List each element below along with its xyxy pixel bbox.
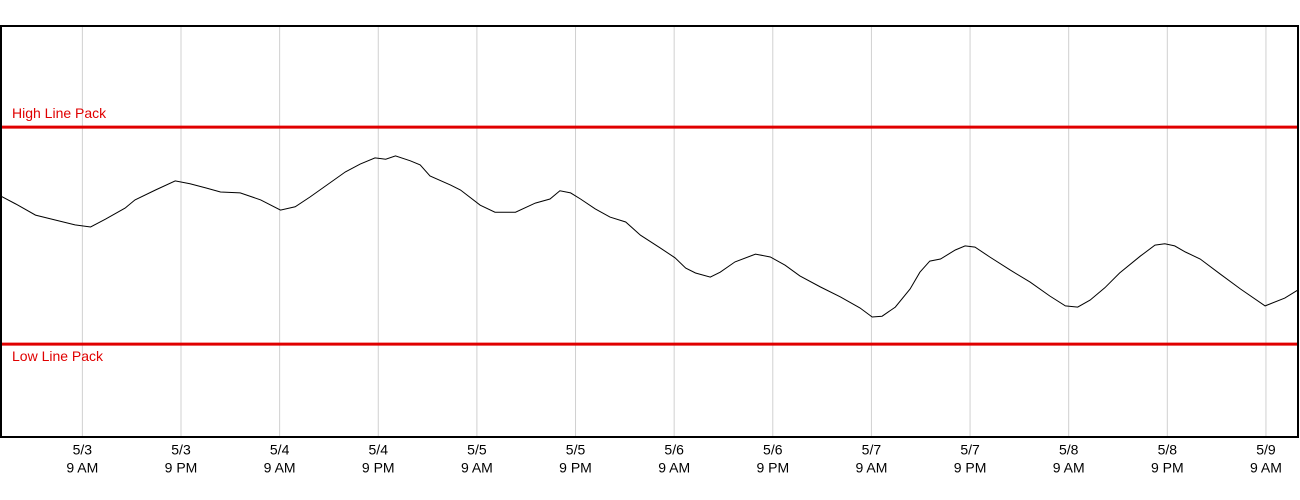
x-tick-label: 5/5 xyxy=(566,442,586,458)
x-tick-label: 5/4 xyxy=(270,442,290,458)
x-tick-label: 5/5 xyxy=(467,442,487,458)
x-tick-label: 9 AM xyxy=(855,460,887,476)
x-tick-label: 9 AM xyxy=(461,460,493,476)
x-tick-label: 5/4 xyxy=(369,442,389,458)
x-tick-label: 5/3 xyxy=(73,442,93,458)
x-tick-label: 9 PM xyxy=(756,460,789,476)
x-tick-label: 5/8 xyxy=(1059,442,1079,458)
x-tick-label: 5/9 xyxy=(1256,442,1276,458)
x-tick-label: 9 AM xyxy=(1250,460,1282,476)
x-tick-label: 9 AM xyxy=(66,460,98,476)
x-tick-label: 9 AM xyxy=(264,460,296,476)
x-tick-label: 9 PM xyxy=(165,460,198,476)
x-tick-label: 9 PM xyxy=(559,460,592,476)
x-tick-label: 9 PM xyxy=(954,460,987,476)
data-line xyxy=(0,155,1299,318)
x-tick-label: 5/6 xyxy=(664,442,684,458)
plot-border xyxy=(0,25,1299,438)
x-tick-label: 5/7 xyxy=(960,442,980,458)
x-tick-label: 5/6 xyxy=(763,442,783,458)
x-tick-label: 5/7 xyxy=(862,442,882,458)
x-tick-label: 9 AM xyxy=(1053,460,1085,476)
x-tick-label: 9 PM xyxy=(362,460,395,476)
reference-label: High Line Pack xyxy=(12,105,107,121)
x-tick-label: 9 AM xyxy=(658,460,690,476)
x-tick-label: 5/8 xyxy=(1158,442,1178,458)
x-tick-label: 9 PM xyxy=(1151,460,1184,476)
reference-label: Low Line Pack xyxy=(12,348,104,364)
x-tick-label: 5/3 xyxy=(171,442,191,458)
